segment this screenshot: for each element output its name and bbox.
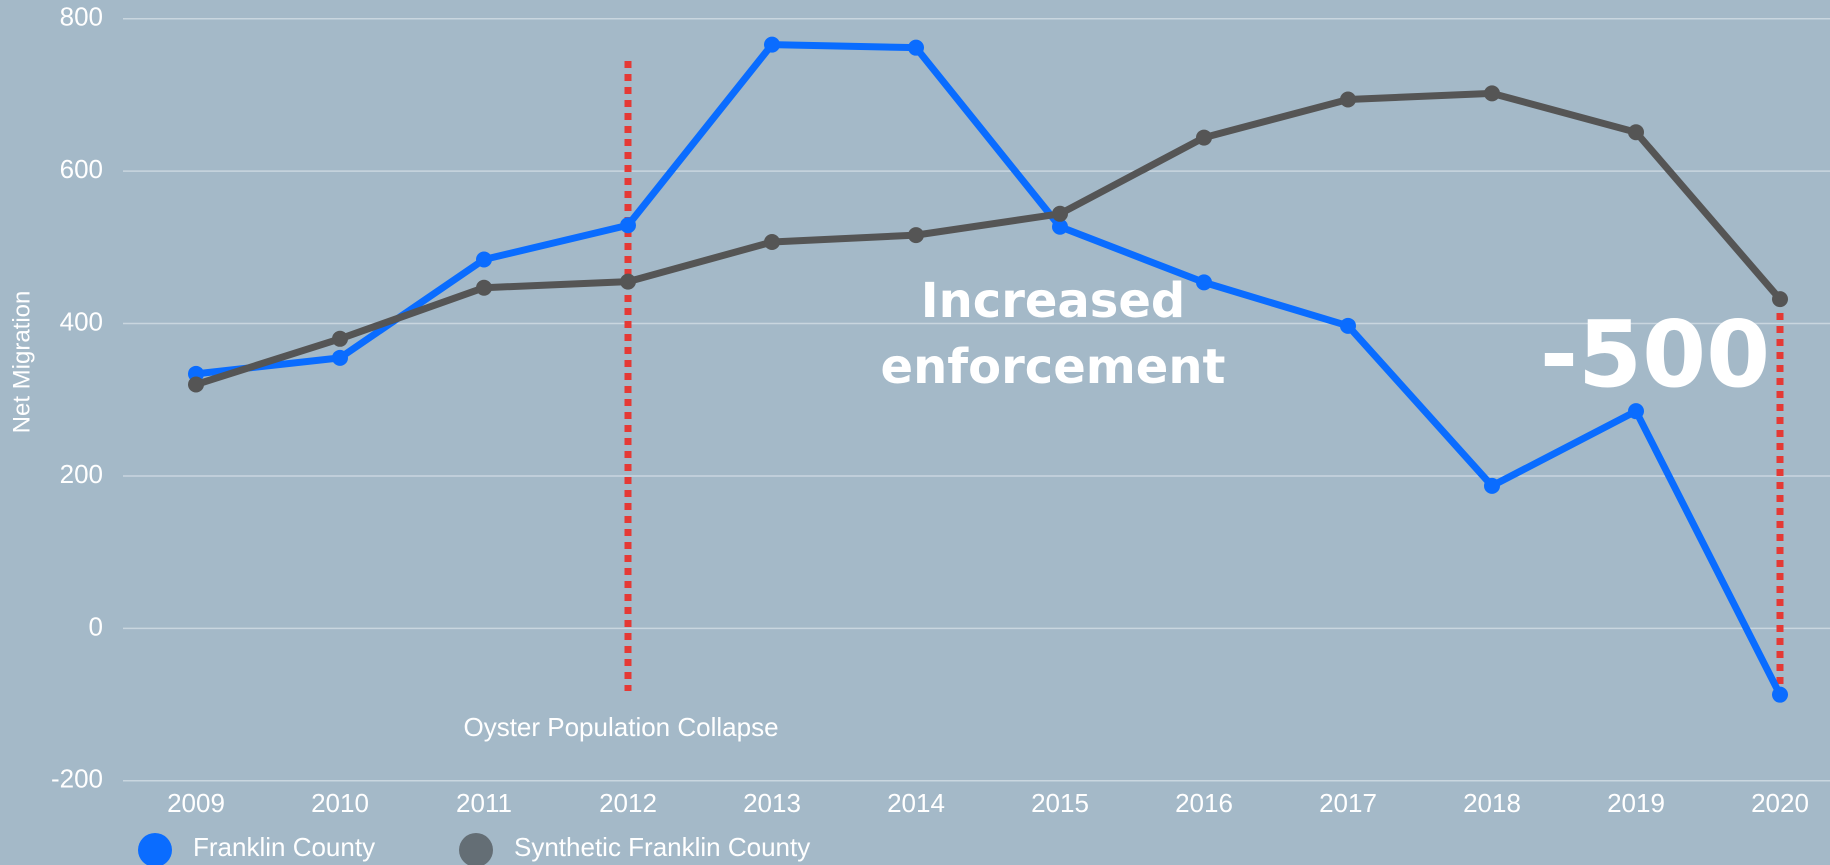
annotation: Increased enforcement: [880, 273, 1226, 395]
x-tick-label: 2010: [311, 788, 369, 818]
point: [1484, 85, 1500, 102]
annotation: -500: [1539, 301, 1771, 408]
grid: [123, 17, 1830, 782]
point: [1196, 274, 1212, 291]
point: [1772, 291, 1788, 308]
point: [1196, 129, 1212, 146]
point: [908, 39, 924, 56]
legend-swatch: [459, 833, 493, 865]
point: [332, 349, 348, 366]
x-tick-label: 2013: [743, 788, 801, 818]
point: [188, 376, 204, 393]
x-tick-label: 2014: [887, 788, 945, 818]
y-tick-label: 200: [60, 459, 103, 489]
x-tick-label: 2018: [1463, 788, 1521, 818]
point: [332, 330, 348, 347]
x-tick-label: 2020: [1751, 788, 1809, 818]
point: [1052, 218, 1068, 235]
series-line: [195, 41, 1784, 697]
annotation: Oyster Population Collapse: [463, 712, 778, 742]
point: [476, 251, 492, 268]
point: [1628, 403, 1644, 420]
point: [908, 227, 924, 244]
point: [1340, 317, 1356, 334]
point: [764, 233, 780, 250]
point: [620, 217, 636, 234]
point: [476, 279, 492, 296]
point: [1628, 124, 1644, 141]
point: [1340, 91, 1356, 108]
point: [1484, 477, 1500, 494]
legend-label: Franklin County: [193, 832, 375, 862]
x-tick-label: 2015: [1031, 788, 1089, 818]
x-tick-label: 2009: [167, 788, 225, 818]
x-tick-label: 2017: [1319, 788, 1377, 818]
series-line: [194, 89, 1783, 388]
point: [1052, 205, 1068, 222]
y-tick-label: 400: [60, 306, 103, 336]
y-axis-title: Net Migration: [8, 291, 35, 434]
legend-swatch: [138, 833, 172, 865]
y-tick-label: 800: [60, 2, 103, 32]
x-tick-label: 2012: [599, 788, 657, 818]
y-tick-label: 0: [89, 611, 103, 641]
point: [764, 36, 780, 53]
point: [620, 273, 636, 290]
y-tick-label: -200: [51, 764, 103, 794]
lines: [188, 36, 1788, 703]
x-tick-label: 2011: [456, 788, 512, 818]
legend-label: Synthetic Franklin County: [514, 832, 810, 862]
y-tick-label: 600: [60, 154, 103, 184]
x-tick-label: 2016: [1175, 788, 1233, 818]
x-tick-label: 2019: [1607, 788, 1665, 818]
point: [1772, 686, 1788, 703]
